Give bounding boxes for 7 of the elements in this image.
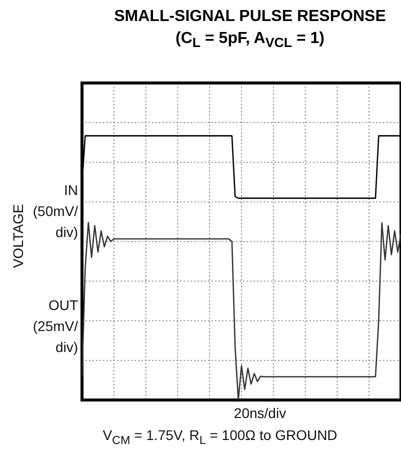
series-label: IN (50mV/div) <box>32 181 78 242</box>
y-axis-title: VOLTAGE <box>10 202 26 270</box>
series-label: OUT (25mV/div) <box>32 296 78 357</box>
x-axis-title: 20ns/div <box>232 405 288 421</box>
chart-subtitle: (C$_{L}$ = 5pF, A$_{VCL}$ = 1) <box>174 30 326 50</box>
text: V$_{CM}$ = 1.75V, R$_{L}$ = 100Ω to GROUND <box>102 427 338 447</box>
chart-title: SMALL-SIGNAL PULSE RESPONSE <box>113 8 387 26</box>
